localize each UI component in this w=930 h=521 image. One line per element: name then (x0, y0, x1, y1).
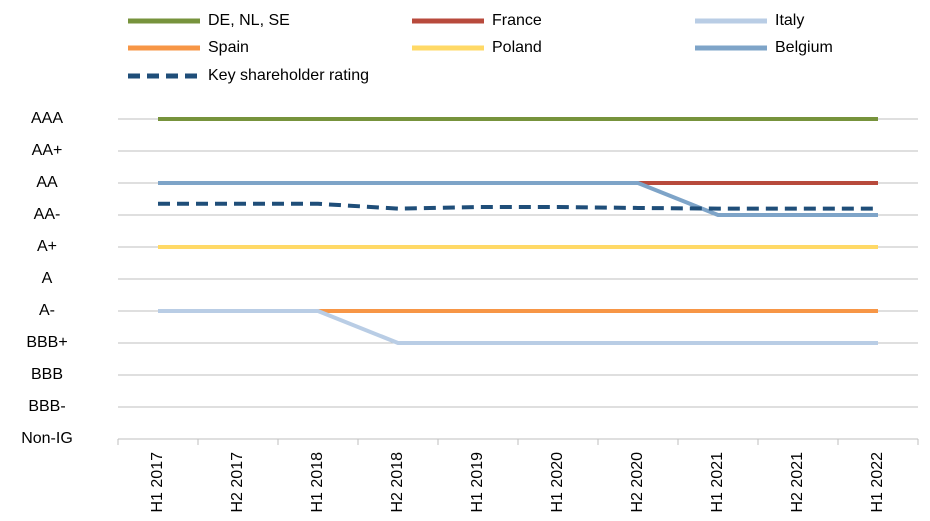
x-tick-label: H2 2020 (629, 452, 646, 513)
legend-label: Italy (775, 12, 804, 29)
y-tick-label: AA (36, 174, 58, 191)
legend-label: Poland (492, 39, 542, 56)
y-tick-label: A+ (37, 238, 57, 255)
legend-label: Spain (208, 39, 249, 56)
y-tick-label: BBB+ (26, 334, 67, 351)
x-tick-label: H1 2020 (549, 452, 566, 513)
x-tick-label: H1 2019 (469, 452, 486, 513)
x-tick-label: H1 2021 (709, 452, 726, 513)
legend-label: Key shareholder rating (208, 67, 369, 84)
y-tick-label: BBB- (28, 398, 65, 415)
y-tick-label: AA- (34, 206, 61, 223)
series-line (158, 309, 878, 345)
y-tick-label: Non-IG (21, 430, 73, 447)
y-tick-label: A (42, 270, 53, 287)
x-tick-label: H2 2018 (389, 452, 406, 513)
series-line (158, 201, 878, 211)
x-tick-label: H1 2022 (869, 452, 886, 513)
y-tick-label: BBB (31, 366, 63, 383)
legend-label: DE, NL, SE (208, 12, 290, 29)
y-tick-label: AAA (31, 110, 63, 127)
y-tick-label: A- (39, 302, 55, 319)
x-tick-label: H1 2017 (149, 452, 166, 513)
series-line (158, 181, 878, 217)
x-tick-label: H2 2017 (229, 452, 246, 513)
legend-label: Belgium (775, 39, 833, 56)
x-tick-label: H1 2018 (309, 452, 326, 513)
y-tick-label: AA+ (32, 142, 63, 159)
legend-label: France (492, 12, 542, 29)
x-tick-label: H2 2021 (789, 452, 806, 513)
